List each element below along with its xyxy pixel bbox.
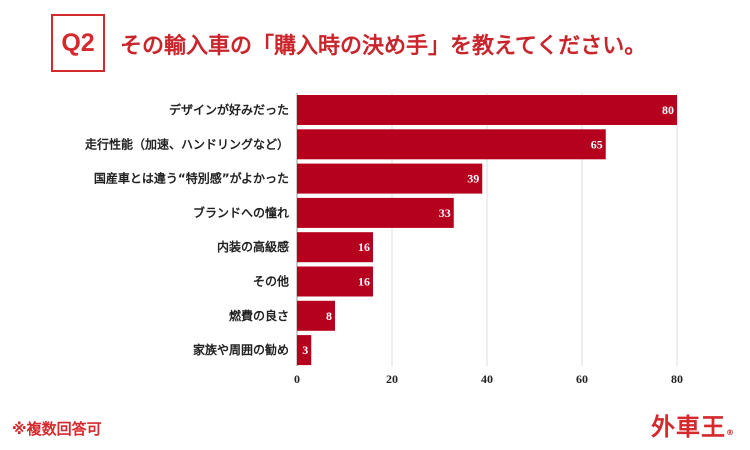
bar [297, 266, 373, 297]
data-label: 33 [439, 206, 451, 220]
data-label: 65 [591, 137, 603, 151]
bar [297, 300, 335, 331]
category-label: 国産車とは違う“特別感”がよかった [94, 171, 289, 186]
x-tick-label: 80 [671, 372, 683, 386]
data-label: 16 [358, 275, 370, 289]
bar [297, 232, 373, 263]
bar [297, 335, 312, 366]
data-label: 8 [326, 309, 332, 323]
data-label: 16 [358, 240, 370, 254]
bar [297, 197, 454, 228]
x-tick-label: 60 [576, 372, 588, 386]
bar [297, 129, 606, 160]
category-label: その他 [253, 274, 289, 289]
logo-text: 外車王 [651, 413, 726, 441]
x-tick-label: 20 [386, 372, 398, 386]
data-label: 80 [662, 103, 674, 117]
x-tick-label: 40 [481, 372, 493, 386]
bar [297, 95, 677, 125]
data-label: 39 [467, 172, 479, 186]
question-number-badge: Q2 [51, 14, 105, 72]
registered-mark: ® [726, 428, 735, 437]
x-tick-label: 0 [294, 372, 300, 386]
data-label: 3 [302, 343, 308, 357]
category-label: ブランドへの憧れ [193, 205, 289, 220]
category-label: 走行性能（加速、ハンドリングなど） [85, 136, 289, 151]
category-label: 内装の高級感 [217, 239, 289, 254]
category-label: 家族や周囲の勧め [193, 342, 289, 357]
category-label: 燃費の良さ [229, 308, 289, 323]
page-title: その輸入車の「購入時の決め手」を教えてください。 [120, 34, 647, 59]
brand-logo: 外車王® [651, 407, 735, 442]
category-label: デザインが好みだった [169, 102, 289, 117]
multiple-answers-note: ※複数回答可 [12, 420, 102, 438]
bar [297, 163, 483, 194]
